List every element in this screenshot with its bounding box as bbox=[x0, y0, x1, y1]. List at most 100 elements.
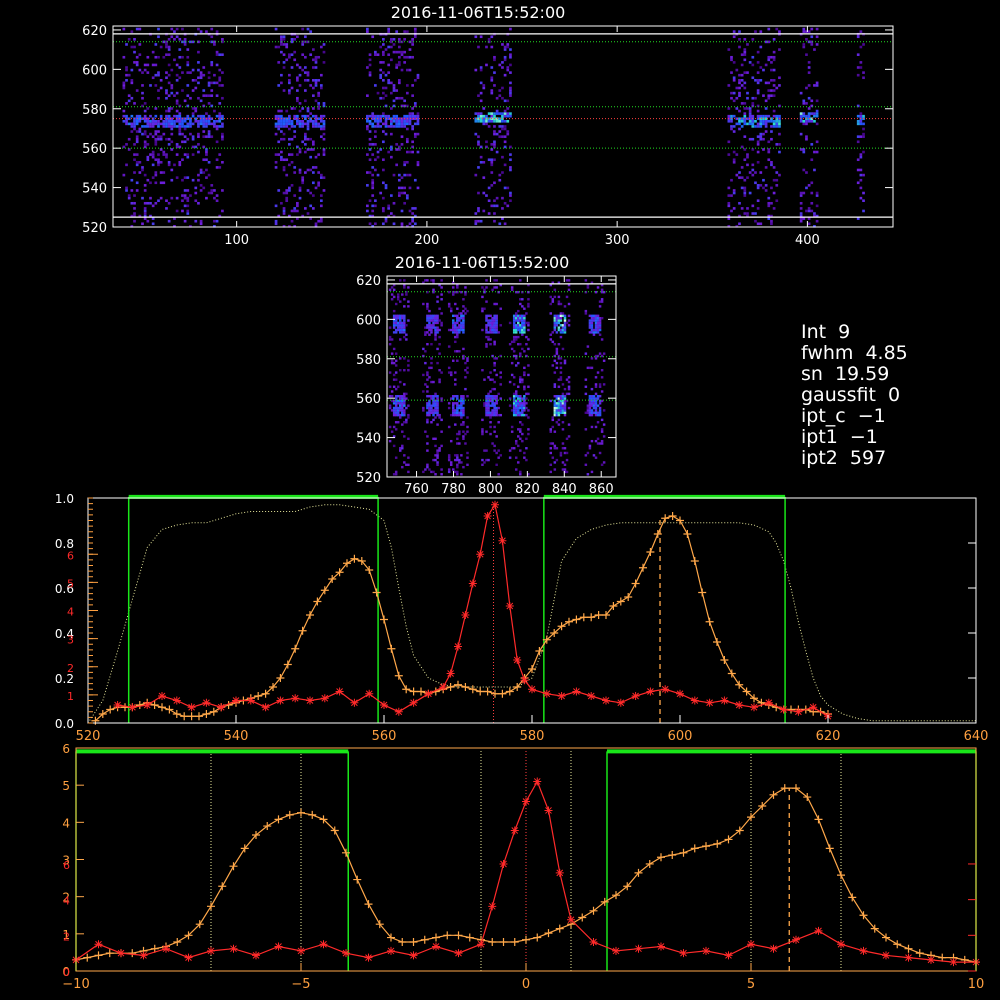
heatmap-cell bbox=[452, 359, 455, 362]
heatmap-cell bbox=[514, 442, 518, 445]
heatmap-cell bbox=[151, 63, 155, 67]
red-series-point bbox=[792, 935, 800, 944]
heatmap-cell bbox=[493, 140, 496, 144]
x-tick-label: −10 bbox=[62, 977, 89, 992]
heatmap-cell bbox=[382, 181, 385, 185]
heatmap-cell bbox=[527, 416, 530, 419]
heatmap-cell bbox=[557, 357, 561, 360]
heatmap-cell bbox=[482, 122, 486, 126]
orange-series-point bbox=[298, 626, 307, 635]
red-series-point bbox=[859, 946, 868, 955]
heatmap-cell bbox=[149, 153, 152, 156]
heatmap-cell bbox=[493, 406, 496, 410]
heatmap-cell bbox=[588, 402, 592, 405]
heatmap-cell bbox=[738, 45, 741, 49]
heatmap-cell bbox=[183, 99, 187, 103]
heatmap-cell bbox=[403, 186, 407, 190]
heatmap-cell bbox=[746, 207, 749, 210]
y-tick-label: 6 bbox=[62, 742, 70, 756]
heatmap-cell bbox=[456, 413, 459, 417]
heatmap-cell bbox=[506, 114, 510, 118]
heatmap-cell bbox=[396, 395, 400, 398]
heatmap-cell bbox=[489, 397, 492, 400]
heatmap-cell bbox=[565, 451, 569, 455]
heatmap-cell bbox=[512, 399, 516, 403]
heatmap-cell bbox=[512, 447, 516, 450]
heatmap-cell bbox=[487, 321, 490, 325]
heatmap-cell bbox=[376, 53, 380, 56]
heatmap-cell bbox=[403, 286, 406, 289]
red-series-point bbox=[477, 940, 485, 949]
heatmap-cell bbox=[759, 117, 763, 121]
heatmap-cell bbox=[762, 119, 765, 123]
heatmap-cell bbox=[449, 461, 453, 464]
heatmap-cell bbox=[523, 395, 526, 398]
heatmap-cell bbox=[495, 119, 499, 123]
heatmap-cell bbox=[280, 150, 283, 154]
heatmap-cell bbox=[390, 298, 394, 301]
heatmap-cell bbox=[764, 130, 768, 133]
heatmap-cell bbox=[395, 143, 399, 146]
heatmap-cell bbox=[428, 409, 431, 412]
heatmap-cell bbox=[288, 143, 291, 146]
heatmap-cell bbox=[813, 119, 816, 123]
heatmap-cell bbox=[567, 387, 571, 391]
heatmap-cell bbox=[466, 357, 469, 360]
heatmap-cell bbox=[521, 331, 524, 334]
heatmap-cell bbox=[452, 411, 455, 414]
heatmap-cell bbox=[856, 181, 860, 185]
heatmap-cell bbox=[127, 122, 131, 126]
heatmap-cell bbox=[452, 293, 455, 296]
red-series-point bbox=[488, 902, 497, 911]
heatmap-cell bbox=[527, 328, 530, 332]
heatmap-cell bbox=[462, 430, 465, 433]
heatmap-cell bbox=[199, 219, 203, 223]
heatmap-cell bbox=[306, 148, 310, 151]
heatmap-cell bbox=[382, 222, 385, 226]
heatmap-cell bbox=[512, 326, 516, 329]
heatmap-cell bbox=[399, 321, 402, 325]
heatmap-cell bbox=[561, 331, 565, 334]
heatmap-cell bbox=[210, 184, 214, 187]
heatmap-cell bbox=[462, 465, 465, 469]
heatmap-cell bbox=[408, 55, 412, 59]
heatmap-cell bbox=[743, 112, 747, 115]
orange-series-point bbox=[735, 680, 744, 689]
heatmap-cell bbox=[549, 428, 553, 431]
heatmap-cell bbox=[407, 416, 410, 419]
heatmap-cell bbox=[368, 122, 372, 126]
heatmap-cell bbox=[207, 135, 211, 138]
heatmap-cell bbox=[274, 117, 278, 121]
heatmap-cell bbox=[432, 314, 435, 318]
heatmap-cell bbox=[452, 397, 455, 400]
heatmap-cell bbox=[813, 84, 816, 87]
heatmap-cell bbox=[426, 385, 429, 388]
heatmap-cell bbox=[464, 442, 467, 445]
heatmap-cell bbox=[506, 68, 510, 72]
y-tick-label: 620 bbox=[82, 24, 107, 39]
heatmap-cell bbox=[523, 350, 526, 353]
heatmap-cell bbox=[519, 470, 522, 474]
heatmap-cell bbox=[756, 104, 760, 108]
heatmap-cell bbox=[481, 369, 484, 372]
heatmap-cell bbox=[403, 191, 407, 195]
heatmap-cell bbox=[584, 309, 588, 313]
heatmap-cell bbox=[317, 55, 321, 59]
heatmap-cell bbox=[396, 402, 400, 405]
heatmap-cell bbox=[462, 298, 465, 301]
x-tick-label: 300 bbox=[605, 233, 630, 248]
heatmap-cell bbox=[207, 94, 211, 97]
heatmap-cell bbox=[493, 132, 496, 136]
heatmap-cell bbox=[474, 212, 478, 215]
heatmap-cell bbox=[527, 298, 530, 301]
heatmap-cell bbox=[523, 366, 526, 370]
heatmap-cell bbox=[282, 66, 286, 69]
heatmap-cell bbox=[394, 411, 398, 414]
red-series-point bbox=[143, 701, 152, 709]
heatmap-cell bbox=[485, 286, 488, 289]
heatmap-cell bbox=[175, 35, 179, 39]
heatmap-cell bbox=[394, 406, 398, 410]
heatmap-cell bbox=[428, 321, 431, 325]
heatmap-cell bbox=[600, 418, 604, 422]
heatmap-cell bbox=[384, 86, 388, 90]
